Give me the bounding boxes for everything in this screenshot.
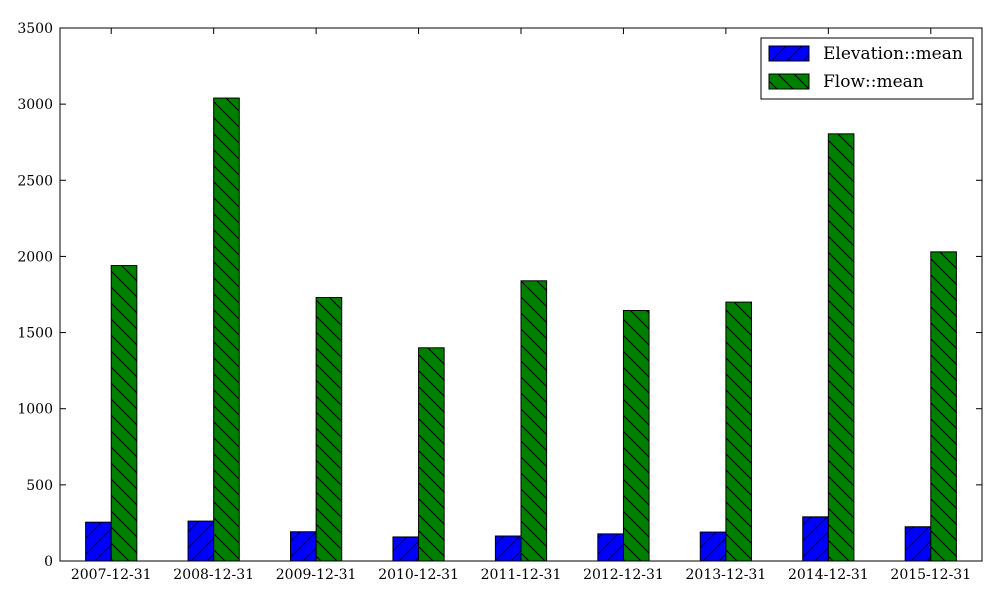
legend-entry-elevation: Elevation::mean	[768, 44, 963, 64]
bar-hatch	[699, 531, 727, 562]
bar-hatch	[930, 251, 957, 562]
x-tick-label: 2010-12-31	[378, 567, 459, 583]
bar-hatch	[85, 521, 112, 562]
bar-flow-2013-12-31	[725, 301, 753, 562]
y-tick-label: 500	[26, 478, 53, 494]
bar-flow-2009-12-31	[315, 297, 343, 562]
bar-hatch	[622, 309, 650, 562]
bar-hatch	[494, 535, 522, 562]
bar-flow-2014-12-31	[827, 133, 855, 562]
legend-entry-flow: Flow::mean	[768, 72, 924, 92]
legend-label: Elevation::mean	[823, 44, 963, 64]
x-tick-label: 2015-12-31	[890, 567, 971, 583]
legend-swatch-hatch	[768, 73, 810, 90]
x-tick-label: 2007-12-31	[71, 567, 152, 583]
bar-hatch	[213, 97, 240, 562]
bar-hatch	[597, 533, 624, 562]
bar-elevation-2008-12-31	[187, 520, 215, 562]
y-tick-label: 3500	[17, 21, 53, 37]
y-tick-label: 2500	[17, 173, 53, 189]
bar-hatch	[520, 280, 548, 562]
legend-swatch-hatch	[768, 45, 810, 62]
bar-hatch	[827, 133, 855, 562]
bar-elevation-2012-12-31	[597, 533, 624, 562]
bar-flow-2010-12-31	[418, 347, 445, 562]
x-tick-label: 2008-12-31	[173, 567, 254, 583]
legend-label: Flow::mean	[823, 72, 924, 92]
y-tick-label: 3000	[17, 97, 53, 113]
y-tick-label: 0	[44, 554, 53, 570]
y-tick-label: 1000	[17, 402, 53, 418]
x-tick-label: 2014-12-31	[788, 567, 869, 583]
bar-hatch	[725, 301, 753, 562]
bar-hatch	[315, 297, 343, 562]
bar-elevation-2009-12-31	[290, 531, 317, 562]
bar-elevation-2015-12-31	[904, 526, 932, 562]
x-tick-label: 2009-12-31	[276, 567, 357, 583]
x-tick-label: 2013-12-31	[686, 567, 767, 583]
bars-layer	[85, 97, 957, 562]
bar-hatch	[418, 347, 445, 562]
bar-flow-2007-12-31	[110, 265, 138, 562]
bar-hatch	[802, 516, 829, 562]
bar-hatch	[904, 526, 932, 562]
bar-elevation-2010-12-31	[392, 536, 420, 562]
y-tick-label: 2000	[17, 249, 53, 265]
bar-flow-2015-12-31	[930, 251, 957, 562]
bar-elevation-2014-12-31	[802, 516, 829, 562]
bar-hatch	[110, 265, 138, 562]
bar-elevation-2007-12-31	[85, 521, 112, 562]
bar-flow-2012-12-31	[622, 309, 650, 562]
bar-flow-2011-12-31	[520, 280, 548, 562]
x-tick-label: 2011-12-31	[481, 567, 562, 583]
bar-flow-2008-12-31	[213, 97, 240, 562]
bar-hatch	[187, 520, 215, 562]
y-tick-label: 1500	[17, 326, 53, 342]
x-tick-label: 2012-12-31	[583, 567, 664, 583]
bar-hatch	[392, 536, 420, 562]
axes-layer: 0 500 1000 1500 2000 2500 3000 3500 2007-12-31 20…	[17, 21, 983, 583]
bar-hatch	[290, 531, 317, 562]
bar-elevation-2011-12-31	[494, 535, 522, 562]
bar-elevation-2013-12-31	[699, 531, 727, 562]
